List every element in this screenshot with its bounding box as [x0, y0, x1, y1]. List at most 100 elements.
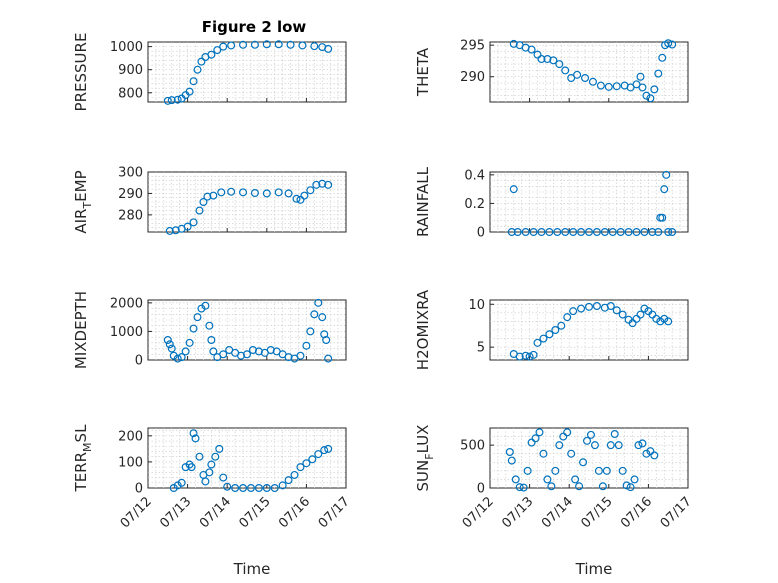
data-point: [219, 42, 228, 51]
data-point: [584, 228, 593, 237]
data-point: [262, 40, 271, 49]
data-point: [606, 302, 615, 311]
data-point: [610, 430, 619, 439]
data-point: [248, 346, 257, 355]
data-point: [169, 484, 178, 493]
data-point: [207, 50, 216, 59]
data-point: [664, 39, 673, 48]
data-point: [207, 460, 216, 469]
data-point: [324, 44, 333, 53]
data-point: [324, 354, 333, 363]
data-point: [638, 83, 647, 92]
data-point: [195, 452, 204, 461]
data-point: [286, 40, 295, 49]
data-point: [201, 301, 210, 310]
data-point: [227, 41, 236, 50]
data-point: [535, 428, 544, 437]
data-point: [632, 80, 641, 89]
subplot-top-right: 290 295 THETA: [414, 39, 689, 103]
data-point: [561, 66, 570, 75]
data-point: [185, 338, 194, 347]
data-point: [642, 449, 651, 458]
y-tick-label: 290: [460, 70, 485, 85]
data-point: [217, 188, 226, 197]
data-point: [616, 228, 625, 237]
data-point: [509, 185, 518, 194]
data-point: [539, 334, 548, 343]
data-point: [173, 481, 182, 490]
subplot-bottom-right: 0 500 07/12 07/13 07/14 07/15 07/16 07/17 SUNFLU…: [414, 425, 695, 532]
data-point: [205, 468, 214, 477]
data-point: [654, 69, 663, 78]
data-point: [523, 466, 532, 475]
data-point: [302, 459, 311, 468]
data-point: [177, 478, 186, 487]
data-point: [660, 314, 669, 323]
data-point: [577, 228, 586, 237]
y-axis-label-main: TERR: [72, 452, 90, 493]
data-point: [254, 347, 263, 356]
y-tick-label: 5: [477, 341, 485, 356]
data-point: [181, 347, 190, 356]
data-point: [284, 353, 293, 362]
axes-frame: [489, 41, 689, 103]
data-point: [270, 484, 279, 493]
x-tick-label: 07/12: [460, 494, 497, 531]
data-point: [227, 187, 236, 196]
y-tick-label: 1000: [110, 40, 143, 55]
y-axis-label: TERRMSL: [72, 424, 94, 493]
data-point: [537, 228, 546, 237]
data-point: [266, 346, 275, 355]
y-tick-label: 280: [118, 208, 143, 223]
data-point: [622, 481, 631, 490]
data-point: [569, 307, 578, 316]
data-point: [543, 475, 552, 484]
data-point: [167, 344, 176, 353]
data-point: [668, 40, 677, 49]
data-point: [634, 441, 643, 450]
subplot-third-right: 5 10 H2OMIXRA: [414, 289, 689, 370]
data-point: [596, 81, 605, 90]
data-point: [648, 228, 657, 237]
data-point: [563, 428, 572, 437]
data-point: [630, 475, 639, 484]
data-point: [209, 191, 218, 200]
data-point: [571, 475, 580, 484]
data-point: [284, 189, 293, 198]
y-axis-label: MIXDEPTH: [72, 291, 90, 369]
data-point: [648, 310, 657, 319]
data-point: [239, 188, 248, 197]
data-point: [223, 482, 232, 491]
data-point: [592, 302, 601, 311]
x-tick-label: 07/17: [316, 494, 353, 531]
data-point: [306, 186, 315, 195]
data-point: [604, 82, 613, 91]
data-point: [189, 77, 198, 86]
data-point: [515, 352, 524, 361]
data-point: [612, 82, 621, 91]
data-point: [624, 228, 633, 237]
data-point: [165, 340, 174, 349]
data-point: [310, 42, 319, 51]
data-point: [521, 351, 530, 360]
data-point: [543, 55, 552, 64]
y-tick-label: 0: [135, 482, 143, 497]
data-point: [181, 463, 190, 472]
data-point: [262, 189, 271, 198]
data-point: [581, 73, 590, 82]
data-point: [519, 483, 528, 492]
data-point: [614, 441, 623, 450]
data-point: [557, 321, 566, 330]
y-axis-label: RAINFALL: [414, 166, 432, 237]
data-point: [262, 484, 271, 493]
data-point: [189, 218, 198, 227]
data-point: [278, 481, 287, 490]
x-tick-label: 07/16: [618, 494, 655, 531]
data-point: [324, 180, 333, 189]
x-tick-label: 07/12: [118, 494, 155, 531]
data-point: [322, 336, 331, 345]
data-point: [660, 185, 669, 194]
data-point: [590, 441, 599, 450]
